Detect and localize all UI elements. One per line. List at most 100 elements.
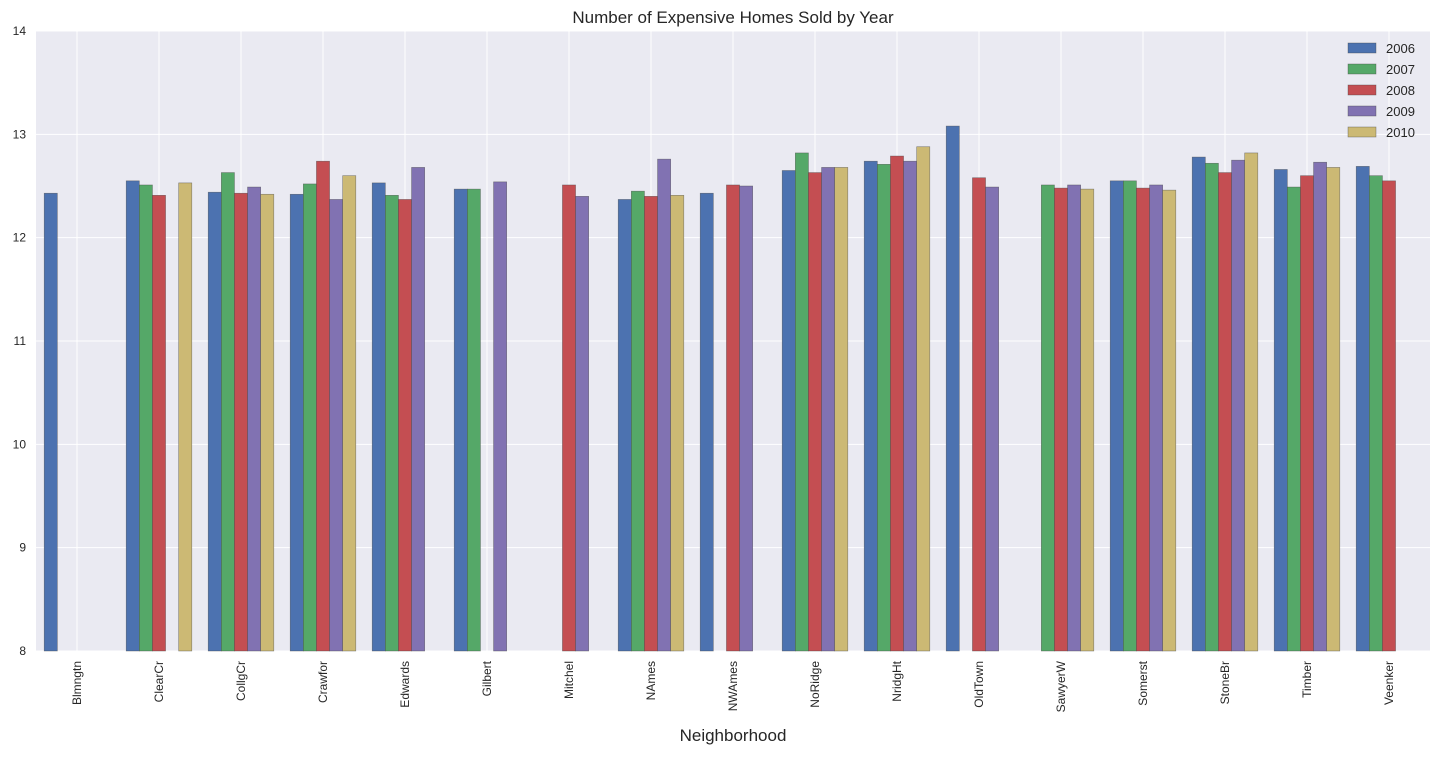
bar-2006-NridgHt [863,160,878,652]
bar-2010-ClearCr [178,182,193,652]
bar-2010-Somerst [1162,189,1177,652]
bar-2007-Crawfor [303,183,317,652]
bar-2008-StoneBr [1218,172,1232,652]
x-tick-label: NWAmes [726,661,740,711]
x-tick-label: Blmngtn [70,661,84,705]
bar-2009-NWAmes [739,185,753,652]
bar-2006-OldTown [945,125,960,652]
bar-2010-CollgCr [260,193,275,652]
bar-2010-StoneBr [1244,152,1259,652]
x-axis-title: Neighborhood [680,726,787,745]
bar-2008-NAmes [644,196,658,652]
bar-2008-Mitchel [562,184,576,652]
y-tick-label: 9 [19,541,26,555]
bar-2008-NoRidge [808,172,822,652]
bar-2009-NridgHt [903,160,917,652]
legend-label: 2008 [1386,83,1415,98]
bar-2009-Edwards [411,167,425,652]
x-tick-label: Crawfor [316,661,330,703]
bar-2008-Somerst [1136,187,1150,652]
x-tick-label: StoneBr [1218,661,1232,704]
y-tick-label: 13 [13,127,27,141]
bar-2009-Somerst [1149,184,1163,652]
bar-2006-Crawfor [289,193,304,652]
bar-2007-StoneBr [1205,162,1219,652]
bar-2008-Crawfor [316,160,330,652]
x-tick-label: Timber [1300,661,1314,698]
x-tick-label: SawyerW [1054,660,1068,712]
legend-swatch [1347,42,1377,54]
y-tick-label: 12 [13,231,27,245]
bar-2009-NAmes [657,158,671,652]
x-tick-label: NoRidge [808,661,822,708]
bar-2006-StoneBr [1191,156,1206,652]
bar-2008-Edwards [398,199,412,652]
bar-2007-Somerst [1123,180,1137,652]
bar-2007-CollgCr [221,172,235,652]
bars [43,125,1396,652]
bar-2009-CollgCr [247,186,261,652]
bar-2009-NoRidge [821,167,835,652]
bar-2007-ClearCr [139,184,153,652]
bar-2008-SawyerW [1054,187,1068,652]
bar-2010-Timber [1326,167,1341,652]
bar-2007-NoRidge [795,152,809,652]
legend-swatch [1347,105,1377,117]
y-tick-label: 8 [19,644,26,658]
x-tick-label: NAmes [644,661,658,700]
x-tick-label: OldTown [972,661,986,708]
bar-2009-StoneBr [1231,159,1245,652]
y-tick-label: 10 [13,437,27,451]
bar-2010-NoRidge [834,167,849,652]
x-tick-label: Gilbert [480,660,494,696]
chart-title: Number of Expensive Homes Sold by Year [572,8,894,27]
bar-2007-Veenker [1369,175,1383,652]
bar-2009-SawyerW [1067,184,1081,652]
bar-2006-NWAmes [699,192,714,652]
x-tick-label: Veenker [1382,661,1396,705]
y-axis-ticks: 8 9 10 11 12 13 14 [13,24,27,658]
legend: 2006 2007 2008 2009 2010 [1347,41,1415,140]
bar-2008-Timber [1300,175,1314,652]
bar-2007-NAmes [631,190,645,652]
bar-2007-SawyerW [1041,184,1055,652]
y-tick-label: 11 [14,334,27,348]
bar-2008-OldTown [972,177,986,652]
bar-2009-Timber [1313,161,1327,652]
x-tick-label: NridgHt [890,660,904,701]
x-tick-label: Mitchel [562,661,576,699]
y-tick-label: 14 [13,24,27,38]
x-tick-label: CollgCr [234,661,248,701]
legend-label: 2006 [1386,41,1415,56]
bar-2009-OldTown [985,186,999,652]
bar-2006-Edwards [371,182,386,652]
bar-2008-NridgHt [890,155,904,652]
bar-2006-CollgCr [207,191,222,652]
bar-2007-Edwards [385,195,399,652]
bar-2008-CollgCr [234,192,248,652]
legend-label: 2010 [1386,125,1415,140]
bar-2006-Veenker [1355,166,1370,652]
bar-2007-Timber [1287,186,1301,652]
bar-2007-NridgHt [877,164,891,652]
bar-2010-NridgHt [916,146,931,652]
bar-2010-Crawfor [342,175,357,652]
bar-2009-Mitchel [575,196,589,652]
bar-2006-NoRidge [781,170,796,652]
bar-2006-Blmngtn [43,192,58,652]
bar-2006-ClearCr [125,180,140,652]
x-tick-label: ClearCr [152,661,166,702]
bar-2010-SawyerW [1080,188,1095,652]
bar-2006-Somerst [1109,180,1124,652]
legend-label: 2007 [1386,62,1415,77]
legend-swatch [1347,63,1377,75]
x-axis-ticks: Blmngtn ClearCr CollgCr Crawfor Edwards Gilbe… [70,660,1396,712]
bar-2010-NAmes [670,195,685,652]
bar-2008-NWAmes [726,184,740,652]
bar-2009-Gilbert [493,181,507,652]
bar-2007-Gilbert [467,188,481,652]
legend-label: 2009 [1386,104,1415,119]
legend-swatch [1347,84,1377,96]
bar-2006-NAmes [617,199,632,652]
